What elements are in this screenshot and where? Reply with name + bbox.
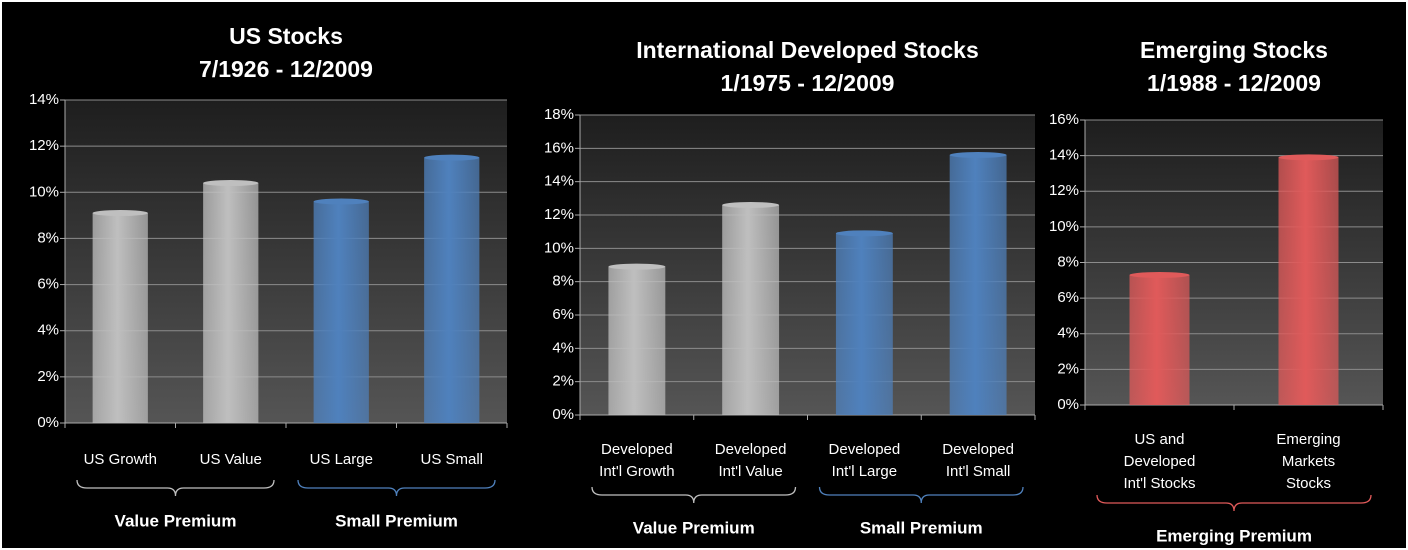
bar-top xyxy=(1278,154,1339,161)
y-tick-label: 14% xyxy=(544,173,574,190)
y-tick-label: 12% xyxy=(544,206,574,223)
y-tick-label: 18% xyxy=(544,106,574,123)
bar-top xyxy=(835,230,893,237)
x-tick-label: US Small xyxy=(420,451,483,468)
x-tick-label: US and Developed Int'l Stocks xyxy=(1123,431,1195,492)
y-tick-label: 6% xyxy=(1057,289,1079,306)
y-tick-label: 10% xyxy=(29,183,59,200)
group-label: Value Premium xyxy=(633,518,755,537)
bar-top xyxy=(608,263,666,270)
bar-top xyxy=(1129,271,1190,278)
y-tick-label: 4% xyxy=(552,339,574,356)
bar xyxy=(1129,274,1190,405)
group-brace xyxy=(297,479,496,497)
y-tick-label: 0% xyxy=(552,406,574,423)
y-tick-label: 0% xyxy=(37,414,59,431)
y-tick-label: 2% xyxy=(552,373,574,390)
x-tick-label: US Large xyxy=(310,451,373,468)
bar xyxy=(424,157,480,423)
y-tick-label: 8% xyxy=(37,229,59,246)
bar-top xyxy=(92,210,148,217)
bar xyxy=(722,205,780,415)
bar-top xyxy=(722,202,780,208)
y-tick-label: 6% xyxy=(37,276,59,293)
group-label: Emerging Premium xyxy=(1156,526,1312,545)
y-tick-label: 16% xyxy=(1049,111,1079,128)
y-tick-label: 14% xyxy=(1049,147,1079,164)
group-brace xyxy=(1096,494,1372,512)
bar-top xyxy=(949,152,1007,158)
y-tick-label: 12% xyxy=(29,137,59,154)
bar xyxy=(313,201,369,423)
chart-title: US Stocks 7/1926 - 12/2009 xyxy=(199,23,373,82)
y-tick-label: 10% xyxy=(544,239,574,256)
y-tick-label: 14% xyxy=(29,91,59,108)
bar-top xyxy=(203,180,259,187)
x-tick-label: Emerging Markets Stocks xyxy=(1276,431,1340,492)
y-tick-label: 8% xyxy=(1057,253,1079,270)
group-brace xyxy=(76,479,275,497)
group-label: Value Premium xyxy=(115,511,237,530)
group-label: Small Premium xyxy=(335,511,458,530)
group-label: Small Premium xyxy=(860,518,983,537)
y-tick-label: 8% xyxy=(552,273,574,290)
bar-top xyxy=(424,154,480,161)
chart-title: Emerging Stocks 1/1988 - 12/2009 xyxy=(1140,37,1328,96)
bar-top xyxy=(313,198,369,205)
bar xyxy=(608,266,666,415)
group-brace xyxy=(591,486,797,504)
group-brace xyxy=(818,486,1024,504)
bar xyxy=(949,155,1007,415)
y-tick-label: 4% xyxy=(37,322,59,339)
y-tick-label: 2% xyxy=(37,368,59,385)
y-tick-label: 12% xyxy=(1049,182,1079,199)
y-tick-label: 4% xyxy=(1057,325,1079,342)
x-tick-label: US Growth xyxy=(84,451,157,468)
y-tick-label: 10% xyxy=(1049,218,1079,235)
y-tick-label: 16% xyxy=(544,139,574,156)
bar xyxy=(92,213,148,423)
x-tick-label: Developed Int'l Value xyxy=(715,441,787,480)
y-tick-label: 6% xyxy=(552,306,574,323)
x-tick-label: US Value xyxy=(200,451,262,468)
x-tick-label: Developed Int'l Small xyxy=(942,441,1014,480)
chart-title: International Developed Stocks 1/1975 - 1… xyxy=(636,37,979,96)
bar xyxy=(203,183,259,423)
y-tick-label: 2% xyxy=(1057,360,1079,377)
x-tick-label: Developed Int'l Growth xyxy=(599,441,674,480)
bar xyxy=(835,233,893,415)
y-tick-label: 0% xyxy=(1057,396,1079,413)
x-tick-label: Developed Int'l Large xyxy=(829,441,901,480)
bar xyxy=(1278,157,1339,405)
